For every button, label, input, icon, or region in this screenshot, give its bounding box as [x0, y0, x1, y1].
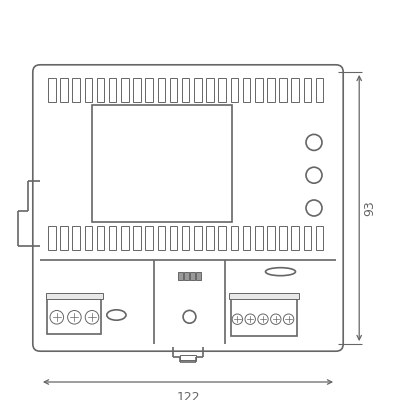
- Bar: [47, 296, 101, 334]
- Bar: [72, 226, 80, 250]
- Bar: [158, 78, 165, 102]
- Bar: [255, 226, 262, 250]
- Bar: [206, 226, 214, 250]
- Bar: [170, 226, 177, 250]
- Bar: [92, 105, 232, 222]
- Bar: [84, 226, 92, 250]
- Bar: [292, 78, 299, 102]
- Bar: [145, 226, 153, 250]
- Bar: [196, 272, 201, 280]
- Bar: [60, 226, 68, 250]
- Bar: [206, 78, 214, 102]
- Bar: [190, 272, 195, 280]
- Bar: [109, 226, 116, 250]
- Bar: [48, 78, 56, 102]
- Bar: [72, 78, 80, 102]
- Bar: [218, 78, 226, 102]
- Bar: [231, 296, 297, 336]
- Bar: [230, 293, 298, 299]
- Bar: [255, 78, 262, 102]
- Bar: [279, 226, 287, 250]
- Bar: [292, 226, 299, 250]
- Bar: [279, 78, 287, 102]
- Bar: [133, 226, 141, 250]
- Bar: [178, 272, 183, 280]
- Bar: [231, 78, 238, 102]
- FancyBboxPatch shape: [33, 65, 343, 351]
- Bar: [121, 226, 128, 250]
- Bar: [267, 226, 275, 250]
- Bar: [182, 78, 190, 102]
- Bar: [184, 272, 189, 280]
- Text: 122: 122: [176, 391, 200, 400]
- Bar: [133, 78, 141, 102]
- Bar: [243, 226, 250, 250]
- Bar: [194, 78, 202, 102]
- Bar: [218, 226, 226, 250]
- Bar: [231, 226, 238, 250]
- Bar: [84, 78, 92, 102]
- Bar: [194, 226, 202, 250]
- Bar: [121, 78, 128, 102]
- Bar: [316, 226, 323, 250]
- Bar: [97, 226, 104, 250]
- Text: 93: 93: [363, 200, 376, 216]
- Bar: [97, 78, 104, 102]
- Bar: [46, 293, 103, 299]
- Bar: [109, 78, 116, 102]
- Bar: [145, 78, 153, 102]
- Bar: [180, 355, 196, 360]
- Bar: [158, 226, 165, 250]
- Bar: [48, 226, 56, 250]
- Bar: [170, 78, 177, 102]
- Bar: [243, 78, 250, 102]
- Bar: [304, 78, 311, 102]
- Bar: [304, 226, 311, 250]
- Bar: [60, 78, 68, 102]
- Bar: [182, 226, 190, 250]
- Bar: [316, 78, 323, 102]
- Bar: [267, 78, 275, 102]
